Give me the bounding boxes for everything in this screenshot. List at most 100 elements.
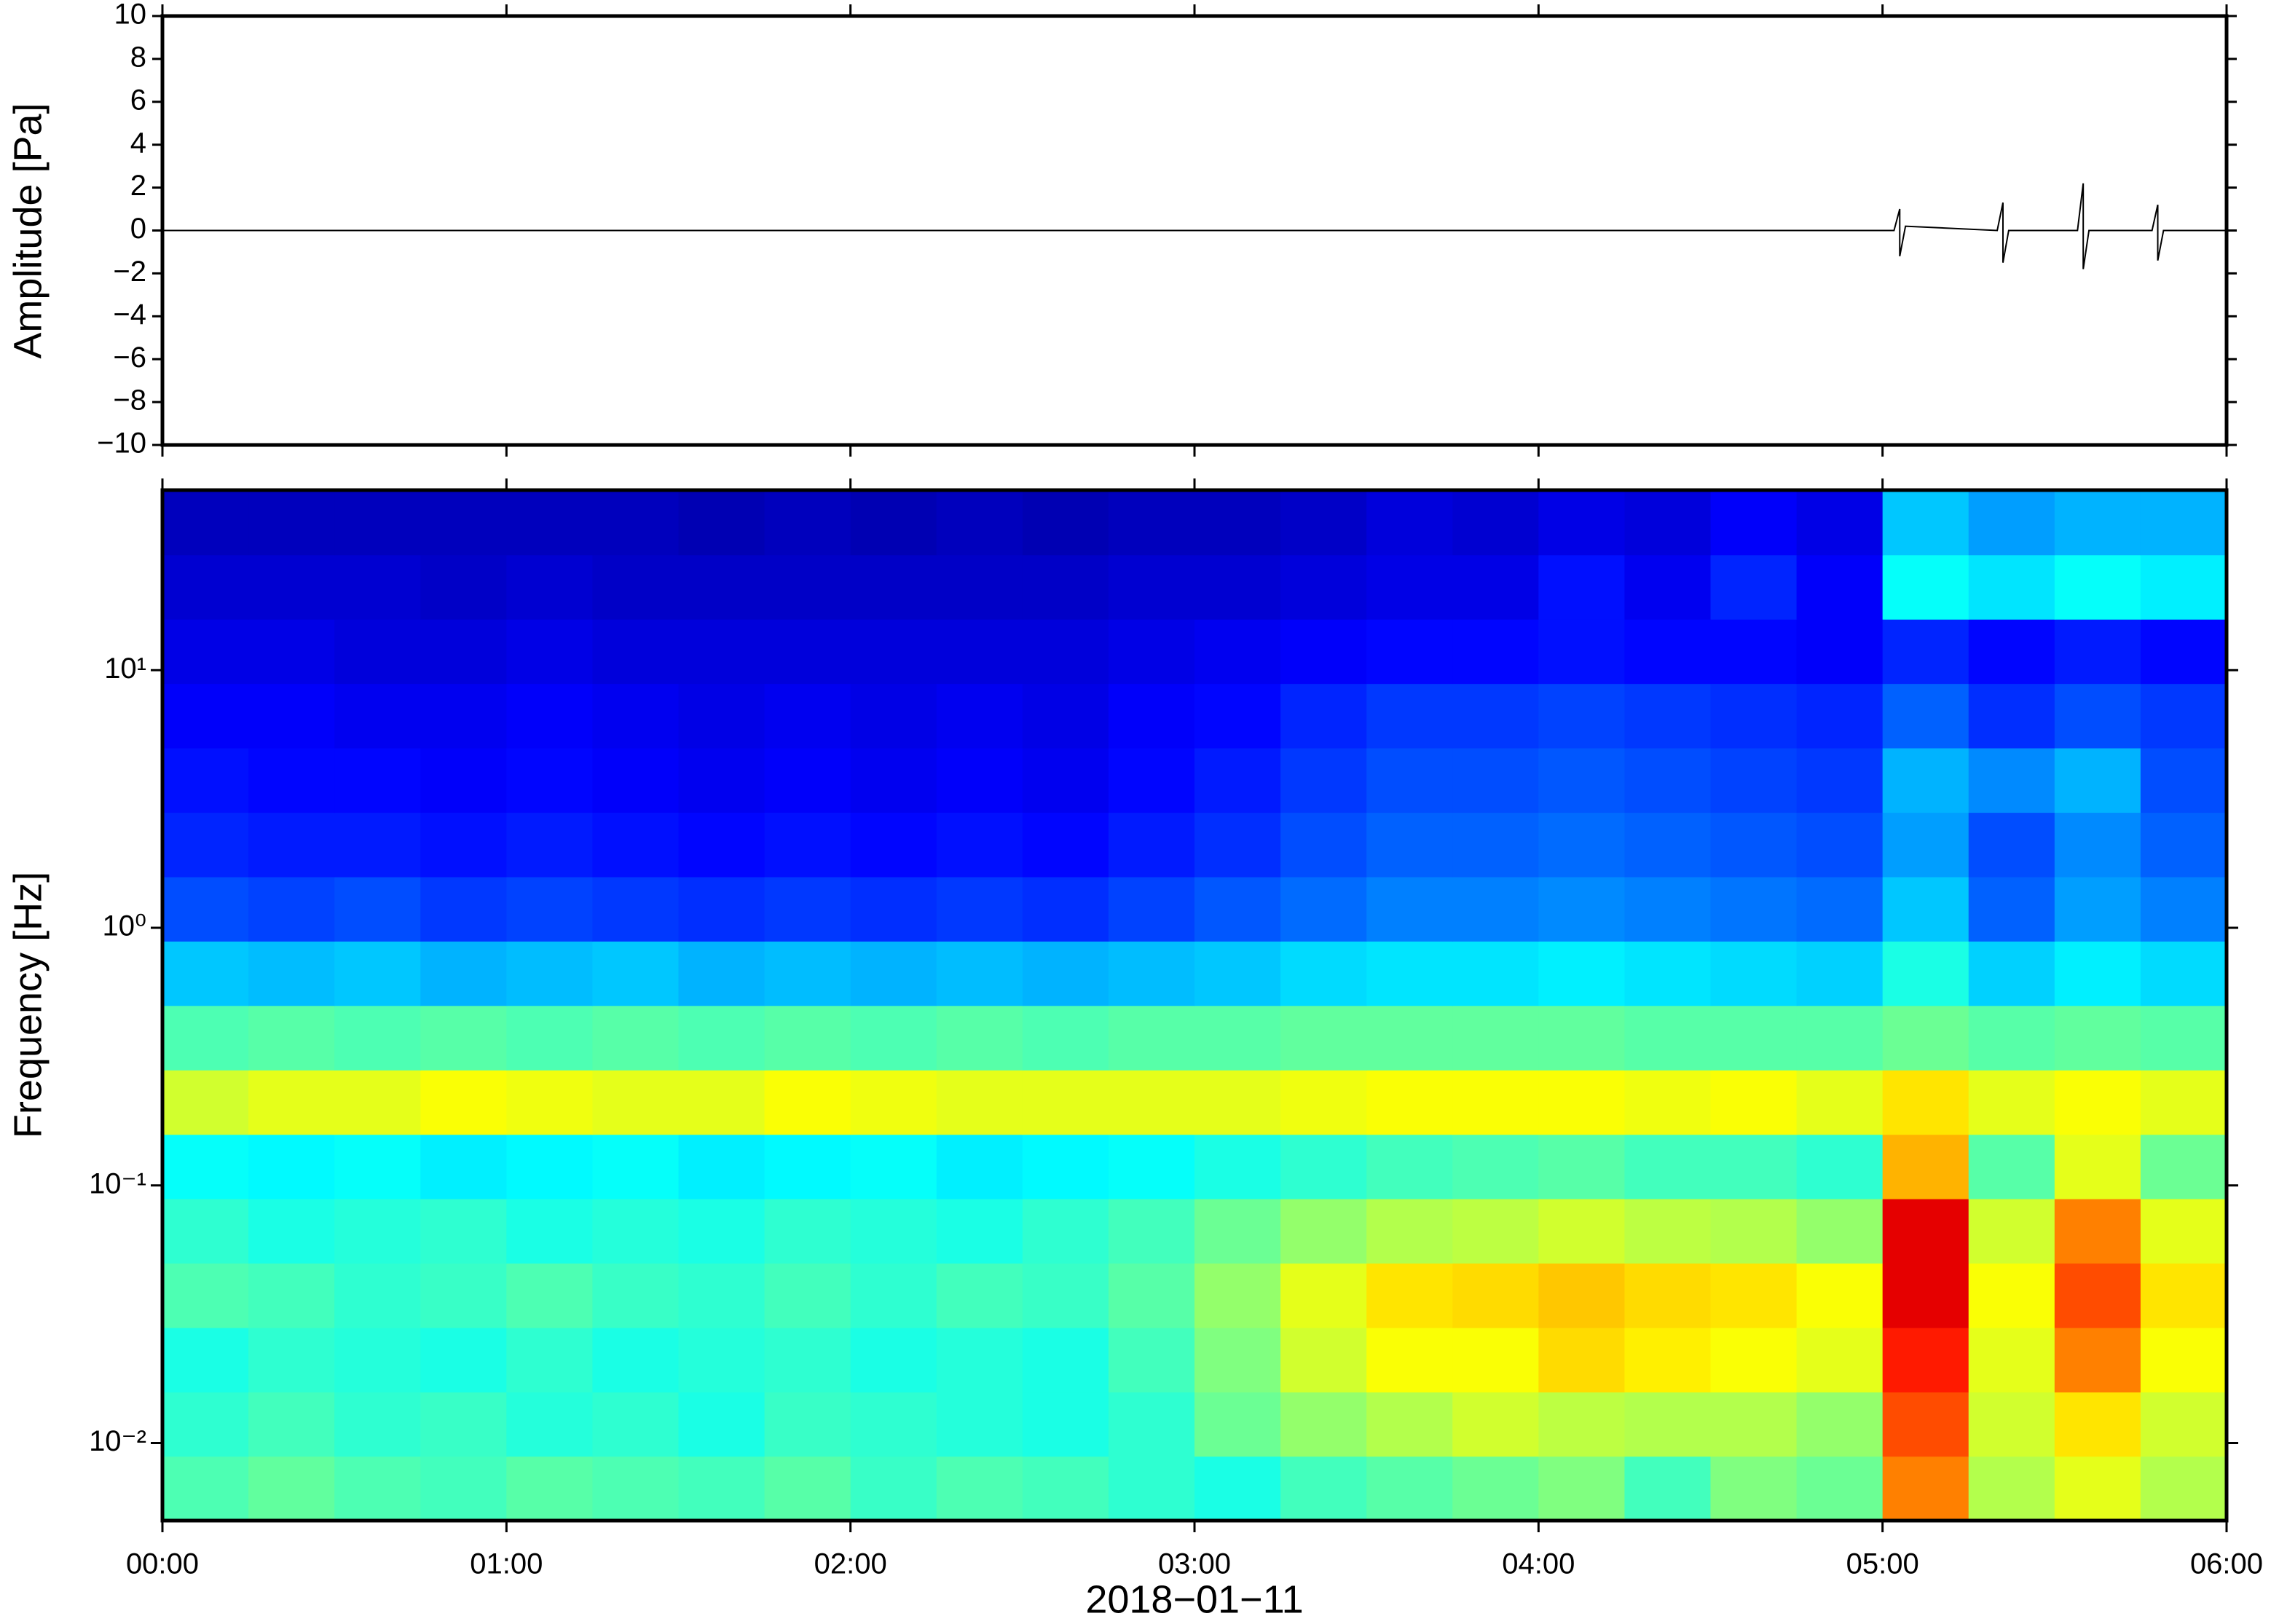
heatmap-cell — [1796, 1263, 1884, 1328]
heatmap-cell — [764, 1134, 851, 1199]
heatmap-cell — [1624, 1134, 1712, 1199]
heatmap-cell — [1882, 1327, 1969, 1393]
heatmap-cell — [1882, 1070, 1969, 1135]
heatmap-cell — [1968, 941, 2055, 1006]
heatmap-cell — [936, 1070, 1023, 1135]
heatmap-cell — [592, 1456, 680, 1521]
heatmap-cell — [764, 1263, 851, 1328]
heatmap-cell — [1108, 1198, 1195, 1264]
heatmap-cell — [850, 1327, 937, 1393]
y-tick-label: 6 — [130, 84, 146, 116]
heatmap-cell — [936, 1005, 1023, 1071]
heatmap-cell — [1624, 941, 1712, 1006]
heatmap-cell — [162, 1134, 249, 1199]
heatmap-cell — [420, 876, 508, 942]
heatmap-cell — [1710, 747, 1798, 813]
heatmap-cell — [678, 1327, 765, 1393]
heatmap-cell — [334, 1198, 422, 1264]
heatmap-cell — [1366, 554, 1454, 620]
heatmap-cell — [764, 683, 851, 749]
heatmap-cell — [1022, 554, 1109, 620]
heatmap-cell — [1882, 1456, 1969, 1521]
heatmap-cell — [1194, 1456, 1281, 1521]
heatmap-cell — [334, 812, 422, 878]
heatmap-cell — [1710, 941, 1798, 1006]
heatmap-cell — [162, 1456, 249, 1521]
heatmap-cell — [936, 876, 1023, 942]
heatmap-cell — [592, 490, 680, 556]
heatmap-cell — [1796, 1198, 1884, 1264]
heatmap-cell — [1624, 812, 1712, 878]
heatmap-cell — [1624, 1005, 1712, 1071]
heatmap-cell — [1366, 1070, 1454, 1135]
heatmap-cell — [1538, 618, 1626, 685]
y-axis-label: Frequency [Hz] — [6, 872, 50, 1138]
heatmap-cell — [1968, 876, 2055, 942]
heatmap-cell — [678, 1456, 765, 1521]
heatmap-cell — [506, 941, 594, 1006]
heatmap-cell — [678, 747, 765, 813]
heatmap-cell — [248, 1263, 335, 1328]
heatmap-cell — [1194, 941, 1281, 1006]
heatmap-cell — [1796, 1005, 1884, 1071]
x-tick-label: 00:00 — [126, 1548, 199, 1580]
heatmap-cell — [678, 1392, 765, 1457]
heatmap-cell — [1624, 1070, 1712, 1135]
y-tick-label: −6 — [113, 342, 146, 374]
heatmap-cell — [162, 490, 249, 556]
heatmap-cell — [1624, 1392, 1712, 1457]
heatmap-cell — [2054, 683, 2141, 749]
heatmap-cell — [1968, 1070, 2055, 1135]
heatmap-cell — [2054, 1134, 2141, 1199]
plot-frame — [160, 488, 2229, 1523]
heatmap-cell — [1710, 490, 1798, 556]
y-tick-label: −2 — [113, 256, 146, 288]
y-tick-label: −8 — [113, 385, 146, 417]
heatmap-cell — [1108, 1134, 1195, 1199]
heatmap-cell — [2054, 747, 2141, 813]
heatmap-cell — [506, 683, 594, 749]
heatmap-cell — [1968, 1198, 2055, 1264]
heatmap-cell — [592, 1327, 680, 1393]
heatmap-cell — [1022, 490, 1109, 556]
heatmap-cell — [248, 747, 335, 813]
heatmap-cell — [334, 1134, 422, 1199]
heatmap-cell — [506, 1327, 594, 1393]
heatmap-cell — [2140, 683, 2227, 749]
heatmap-cell — [1882, 876, 1969, 942]
heatmap-cell — [2140, 618, 2227, 685]
heatmap-cell — [936, 490, 1023, 556]
heatmap-cell — [1796, 490, 1884, 556]
heatmap-cell — [1452, 1263, 1540, 1328]
heatmap-cell — [592, 812, 680, 878]
y-axis-label: Amplitude [Pa] — [6, 103, 50, 358]
heatmap-cell — [248, 1392, 335, 1457]
heatmap-cell — [1022, 1456, 1109, 1521]
heatmap-cell — [162, 876, 249, 942]
heatmap-cell — [2140, 1005, 2227, 1071]
heatmap-cell — [1194, 747, 1281, 813]
heatmap-cell — [2054, 1070, 2141, 1135]
heatmap-cell — [1108, 490, 1195, 556]
heatmap-cell — [2054, 554, 2141, 620]
heatmap-cell — [248, 554, 335, 620]
heatmap-cell — [162, 812, 249, 878]
heatmap-cell — [592, 1392, 680, 1457]
heatmap-cell — [592, 876, 680, 942]
heatmap-cell — [1710, 683, 1798, 749]
heatmap-cell — [1022, 941, 1109, 1006]
heatmap-cell — [1882, 1263, 1969, 1328]
heatmap-cell — [1882, 554, 1969, 620]
heatmap-cell — [248, 812, 335, 878]
heatmap-cell — [162, 747, 249, 813]
heatmap-cell — [936, 1456, 1023, 1521]
heatmap-cell — [162, 618, 249, 685]
heatmap-cell — [1280, 1198, 1367, 1264]
heatmap-cell — [1710, 1134, 1798, 1199]
heatmap-cell — [1882, 941, 1969, 1006]
heatmap-cell — [850, 1134, 937, 1199]
y-tick-label: 4 — [130, 127, 146, 159]
heatmap-cell — [2140, 812, 2227, 878]
heatmap-cell — [162, 1263, 249, 1328]
